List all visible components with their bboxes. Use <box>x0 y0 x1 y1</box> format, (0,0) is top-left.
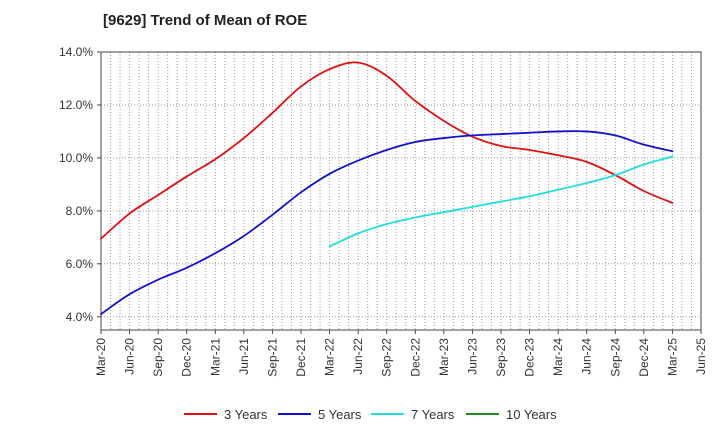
x-tick-label: Jun-20 <box>123 338 137 375</box>
x-tick-label: Jun-24 <box>580 338 594 375</box>
x-tick-label: Mar-21 <box>208 338 222 376</box>
x-tick-label: Sep-20 <box>151 338 165 377</box>
y-tick-label: 6.0% <box>66 257 94 271</box>
series-line-7-years <box>328 155 674 248</box>
chart-title: [9629] Trend of Mean of ROE <box>103 12 308 29</box>
legend-label: 5 Years <box>318 407 362 422</box>
plot-area <box>101 52 701 330</box>
plot-frame <box>100 51 702 331</box>
x-tick-label: Mar-22 <box>323 338 337 376</box>
y-tick-label: 12.0% <box>59 98 93 112</box>
x-tick-label: Sep-22 <box>380 338 394 377</box>
x-tick-label: Jun-23 <box>465 338 479 375</box>
y-tick-label: 14.0% <box>59 45 93 59</box>
x-tick-label: Sep-21 <box>265 338 279 377</box>
x-tick-label: Mar-25 <box>665 338 679 376</box>
y-tick-label: 4.0% <box>66 310 94 324</box>
x-tick-label: Dec-23 <box>523 338 537 377</box>
series-line-5-years <box>100 130 674 316</box>
x-tick-label: Sep-23 <box>494 338 508 377</box>
x-tick-label: Jun-25 <box>694 338 708 375</box>
legend-label: 3 Years <box>224 407 268 422</box>
x-tick-label: Dec-24 <box>637 338 651 377</box>
legend-label: 10 Years <box>506 407 557 422</box>
x-tick-label: Mar-20 <box>94 338 108 376</box>
x-tick-label: Sep-24 <box>608 338 622 377</box>
x-tick-label: Dec-22 <box>408 338 422 377</box>
x-tick-label: Dec-21 <box>294 338 308 377</box>
x-tick-label: Jun-22 <box>351 338 365 375</box>
x-tick-label: Mar-24 <box>551 338 565 376</box>
series-line-3-years <box>100 61 674 240</box>
legend-label: 7 Years <box>411 407 455 422</box>
x-tick-label: Dec-20 <box>180 338 194 377</box>
y-tick-label: 10.0% <box>59 151 93 165</box>
x-tick-label: Jun-21 <box>237 338 251 375</box>
x-tick-label: Mar-23 <box>437 338 451 376</box>
y-tick-label: 8.0% <box>66 204 94 218</box>
